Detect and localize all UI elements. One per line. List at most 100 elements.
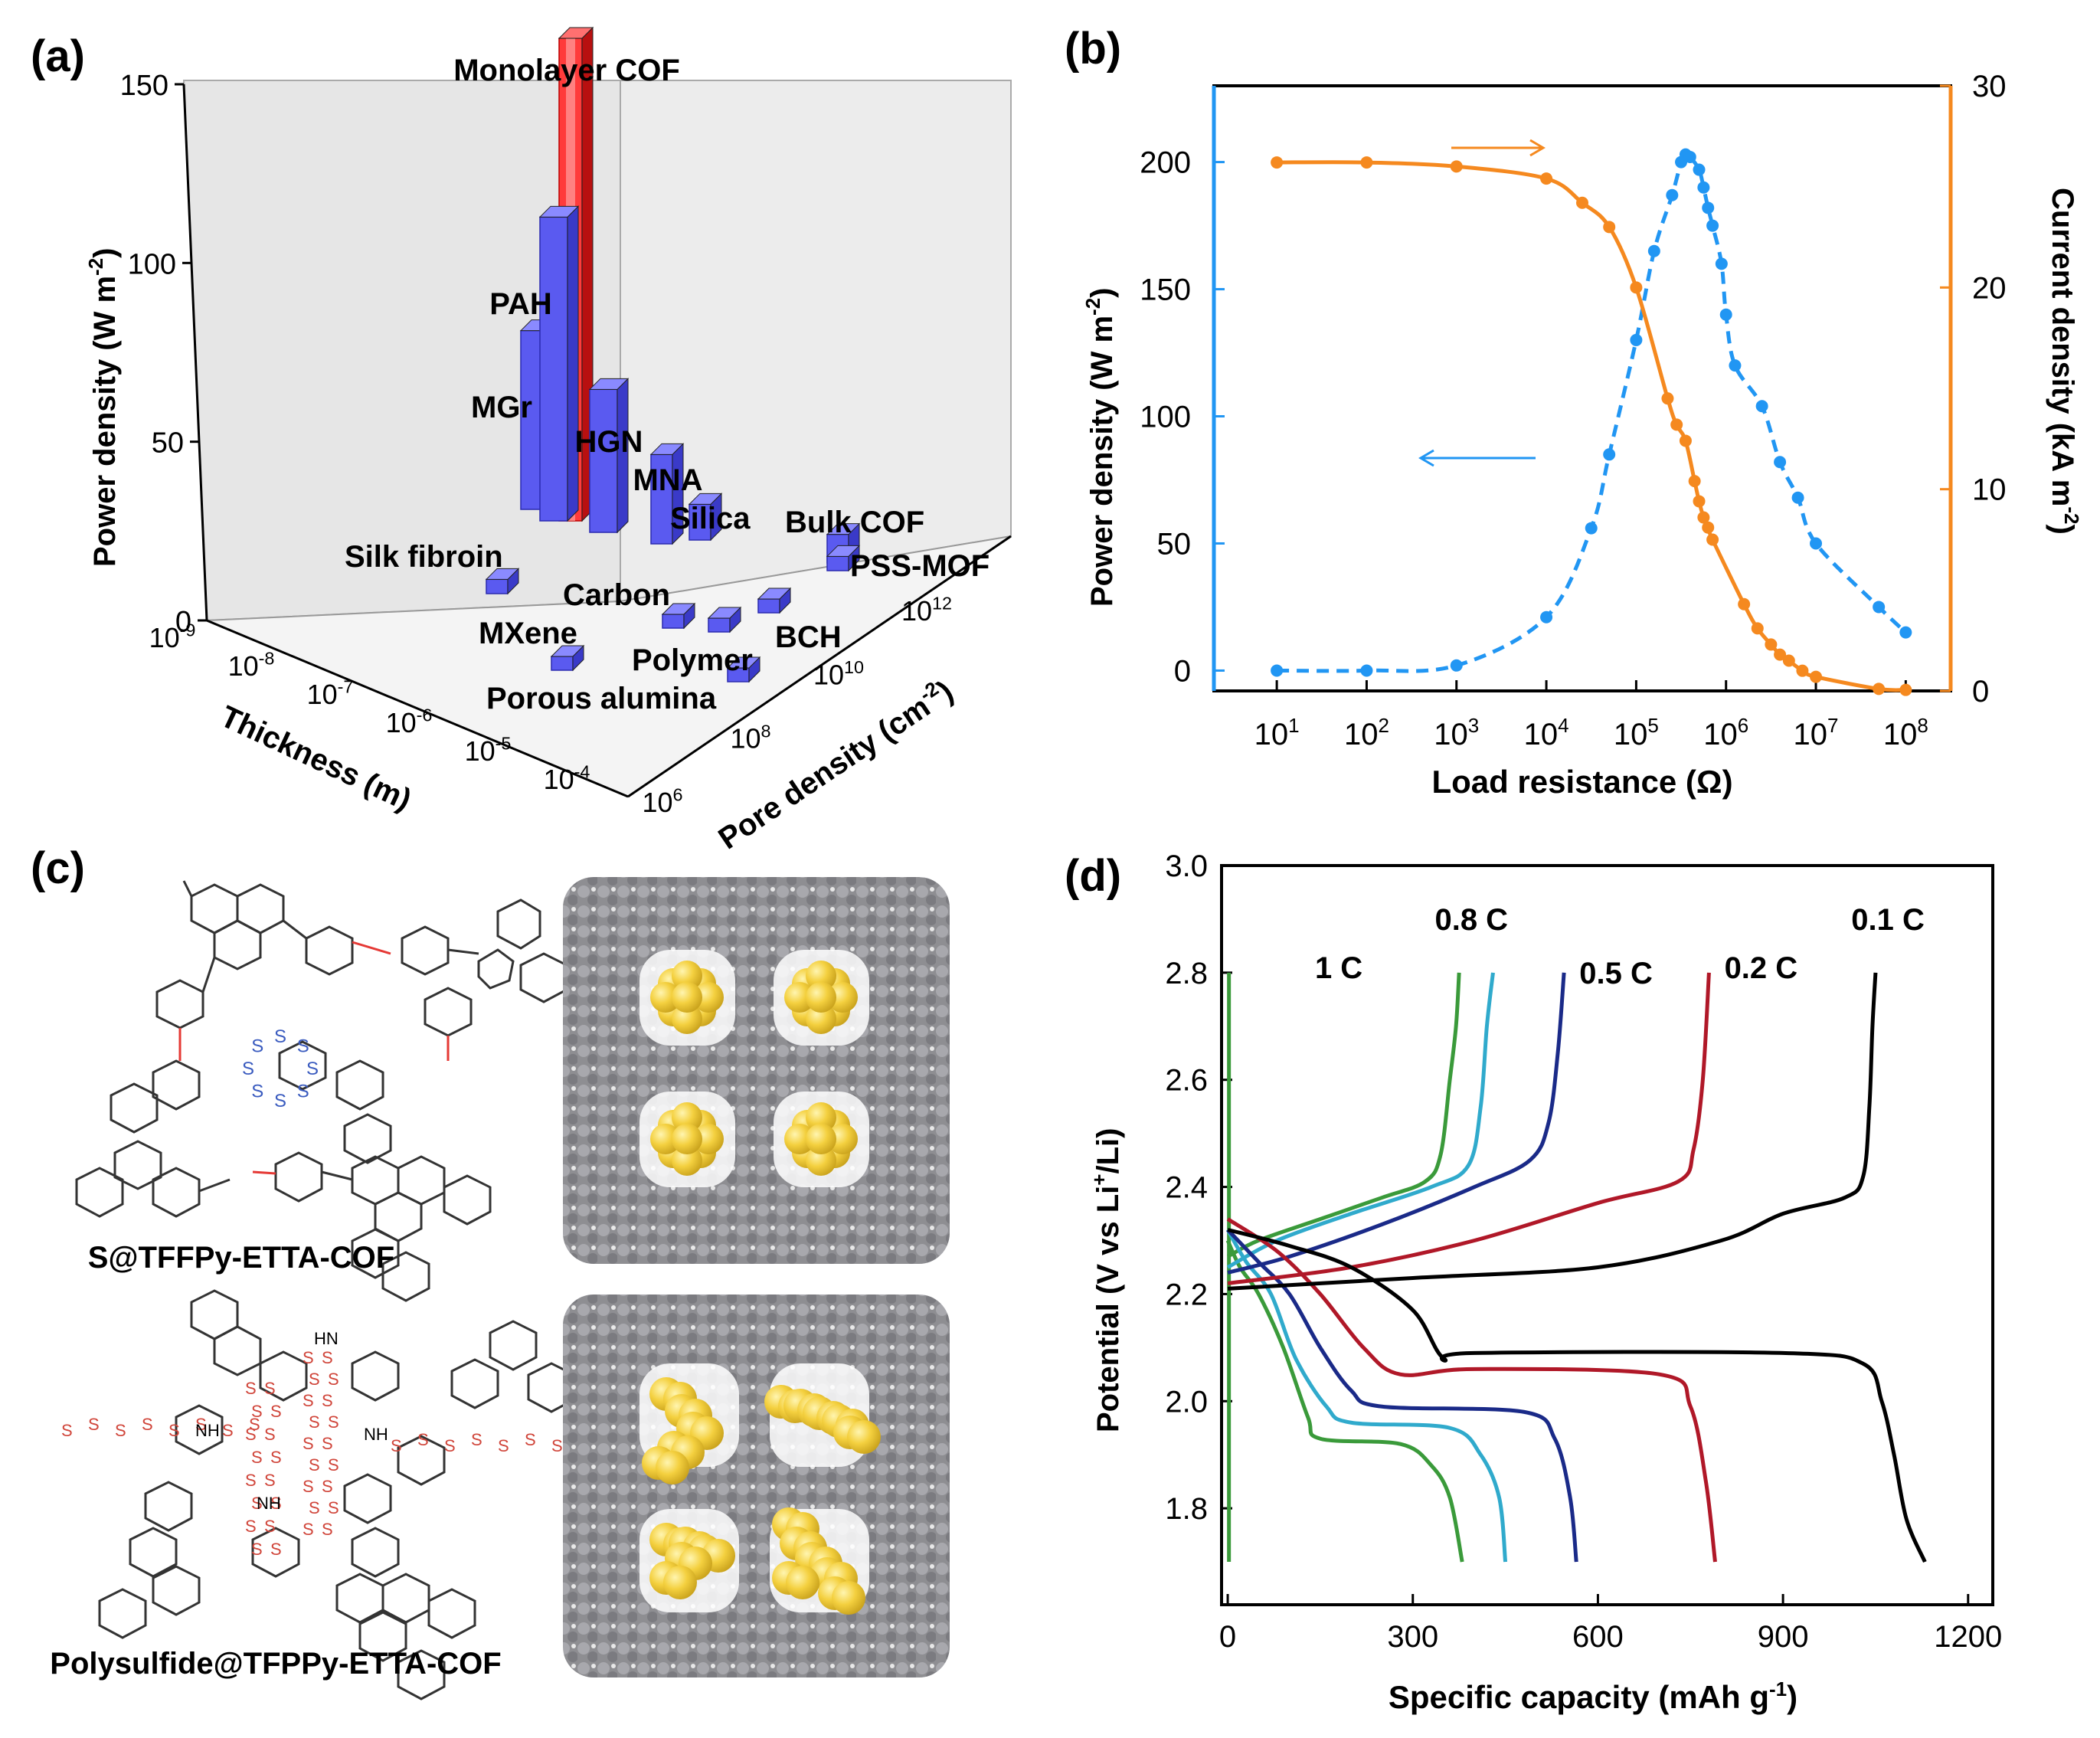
arrow-right-current bbox=[1451, 139, 1546, 157]
series-point-power bbox=[1585, 522, 1598, 535]
series-point-power bbox=[1603, 448, 1616, 461]
polysulfide-atom: S bbox=[251, 1402, 263, 1421]
polysulfide-atom: S bbox=[264, 1517, 276, 1536]
polysulfide-atom: S bbox=[498, 1436, 509, 1455]
sulfur-ball bbox=[806, 1003, 836, 1034]
caption-top-c: S@TFFPy-ETTA-COF bbox=[88, 1241, 394, 1275]
x-axis-title-b: Load resistance (Ω) bbox=[1431, 764, 1732, 800]
x-axis-thickness bbox=[206, 619, 629, 798]
left-tick-label-b: 150 bbox=[1140, 273, 1191, 307]
z-axis bbox=[182, 83, 208, 621]
y-tick-label-d: 2.2 bbox=[1165, 1278, 1208, 1311]
x-tick-label-b: 106 bbox=[1703, 714, 1748, 751]
polysulfide-atom: S bbox=[245, 1425, 257, 1444]
series-point-power bbox=[1810, 537, 1823, 550]
polysulfide-atom: S bbox=[245, 1517, 257, 1536]
ticks-b: 101 102 103 104 105 106 107 108 0 50 100 150 200 0 10 2… bbox=[1140, 70, 2006, 751]
bar-porous-alumina bbox=[726, 656, 761, 683]
polysulfide-atom: S bbox=[270, 1540, 282, 1559]
bar-label: HGN bbox=[575, 425, 643, 459]
bar-hgn bbox=[588, 378, 630, 534]
series-point-power bbox=[1899, 626, 1912, 639]
series-line-power bbox=[1277, 152, 1908, 673]
polysulfide-atom: S bbox=[270, 1402, 282, 1421]
y-tick-label-d: 1.8 bbox=[1165, 1492, 1208, 1526]
bar-pss-mof bbox=[826, 545, 861, 572]
pore-ticks: 106 108 1010 1012 bbox=[642, 594, 952, 818]
sulfur-ball bbox=[784, 982, 815, 1013]
thickness-tick-label: 10-7 bbox=[307, 677, 354, 710]
x-tick-label-b: 107 bbox=[1794, 714, 1839, 751]
z-axis-title: Power density (W m-2) bbox=[84, 247, 122, 567]
polysulfide-atom: S bbox=[61, 1421, 73, 1440]
polysulfide-atom: S bbox=[245, 1379, 257, 1398]
series-point-power bbox=[1666, 188, 1679, 201]
bar-label: Polymer bbox=[632, 643, 753, 677]
series-point-current bbox=[1873, 682, 1886, 696]
y-axis-title-d: Potential (V vs Li+/Li) bbox=[1088, 1128, 1125, 1432]
bar-label: BCH bbox=[775, 620, 842, 654]
rate-labels-d: 1 C 0.8 C 0.5 C 0.2 C 0.1 C bbox=[1315, 903, 1925, 990]
bars: Monolayer COF PAH MGr HGN MNA Silica Bulk COF P… bbox=[345, 26, 989, 715]
left-tick-label-b: 50 bbox=[1157, 527, 1192, 561]
x-tick-label-d: 1200 bbox=[1934, 1620, 2002, 1654]
series-point-power bbox=[1729, 359, 1742, 372]
curve-charge-0p1C bbox=[1227, 972, 1878, 1291]
cof-structure-top bbox=[75, 880, 568, 1302]
series-point-current bbox=[1603, 221, 1616, 234]
polysulfide-atom: S bbox=[264, 1379, 276, 1398]
sulfur-ball bbox=[806, 1102, 836, 1133]
plot-frame-b bbox=[1212, 84, 1952, 692]
panel-label-d: (d) bbox=[1065, 851, 1122, 901]
curve-charge-1C bbox=[1226, 972, 1461, 1258]
left-axis-title-b: Power density (W m-2) bbox=[1081, 287, 1119, 607]
right-tick-label-b: 20 bbox=[1972, 271, 2007, 305]
polysulfide-atom: S bbox=[322, 1434, 333, 1453]
polysulfide-atom: S bbox=[115, 1421, 126, 1440]
pore-tick-label: 108 bbox=[730, 721, 770, 754]
series-point-power bbox=[1360, 664, 1373, 677]
polysulfide-atom: S bbox=[303, 1520, 314, 1539]
panel-label-a: (a) bbox=[31, 31, 85, 81]
z-ticks: 0 50 100 150 bbox=[120, 70, 207, 638]
left-tick-label-b: 0 bbox=[1174, 654, 1191, 688]
sulfur-ball bbox=[806, 982, 836, 1013]
bar-label: Bulk COF bbox=[785, 506, 924, 539]
series-point-power bbox=[1791, 491, 1804, 504]
x-axis-title-d: Specific capacity (mAh g-1) bbox=[1389, 1677, 1797, 1715]
sulfur-atom: S bbox=[251, 1082, 263, 1102]
sulfur-ball bbox=[784, 1124, 815, 1154]
thickness-tick-label: 10-4 bbox=[544, 762, 590, 795]
thickness-tick-label: 10-6 bbox=[386, 705, 433, 738]
z-tick-label: 50 bbox=[152, 427, 184, 460]
series-point-current bbox=[1810, 670, 1823, 683]
y-tick-label-d: 2.6 bbox=[1165, 1064, 1208, 1098]
sulfur-ball bbox=[672, 1145, 702, 1176]
x-tick-label-b: 101 bbox=[1254, 714, 1300, 751]
polysulfide-atom: S bbox=[328, 1498, 339, 1517]
sulfur-ball bbox=[693, 982, 724, 1013]
series-point-power bbox=[1873, 601, 1886, 614]
sulfur-ball bbox=[663, 1566, 697, 1599]
polysulfide-atom: S bbox=[309, 1498, 320, 1517]
right-axis-title-b: Current density (kA m-2) bbox=[2046, 188, 2083, 535]
panel-label-b: (b) bbox=[1065, 24, 1122, 74]
rate-label: 0.8 C bbox=[1434, 903, 1508, 937]
sulfur-ball bbox=[806, 961, 836, 991]
curve-discharge-1C bbox=[1225, 1239, 1464, 1563]
bar-label: Porous alumina bbox=[486, 682, 717, 715]
left-tick-label-b: 100 bbox=[1140, 401, 1191, 434]
series-point-power bbox=[1706, 219, 1719, 232]
amine-label-1: HN bbox=[314, 1329, 339, 1348]
polysulfide-atom: S bbox=[251, 1448, 263, 1467]
curve-discharge-0p1C bbox=[1227, 1228, 1927, 1563]
polysulfide-atom: S bbox=[303, 1348, 314, 1367]
chart-b-line: 101 102 103 104 105 106 107 108 0 50 100 150 200 0 10 2… bbox=[1081, 70, 2083, 800]
caption-bottom-c: Polysulfide@TFPPy-ETTA-COF bbox=[50, 1647, 501, 1681]
arrow-left-power bbox=[1418, 449, 1536, 467]
sulfur-atom: S bbox=[274, 1026, 286, 1047]
x-tick-label-b: 105 bbox=[1614, 714, 1659, 751]
polysulfide-atom: S bbox=[251, 1540, 263, 1559]
sulfur-ball bbox=[693, 1124, 724, 1154]
